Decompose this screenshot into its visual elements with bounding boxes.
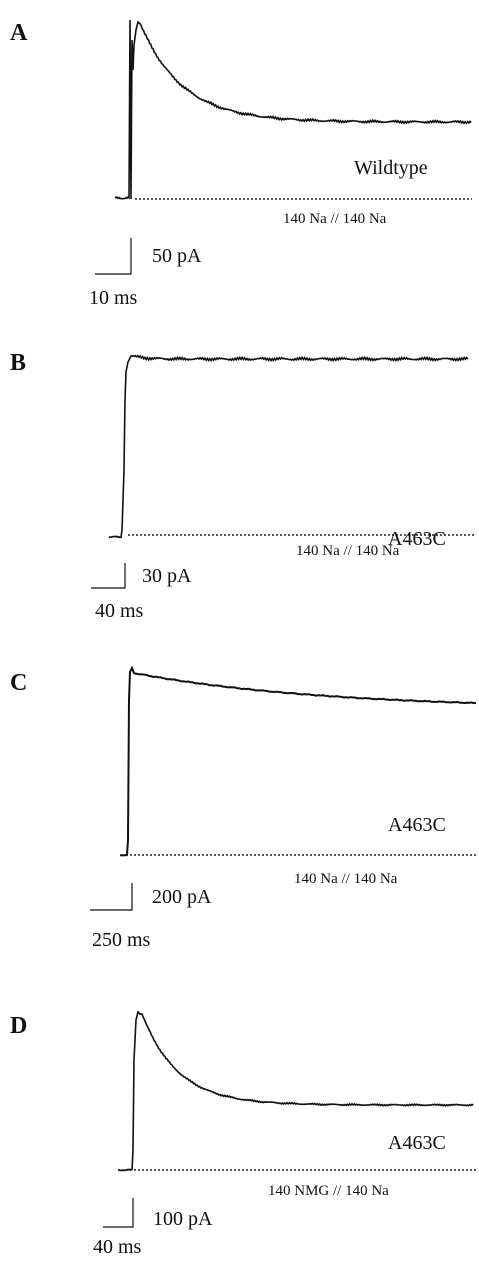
panel-c: C A463C 140 Na // 140 Na 200 pA 250 ms — [10, 665, 477, 951]
current-trace — [108, 354, 469, 539]
scale-time-label: 40 ms — [93, 1236, 142, 1258]
scale-time-label: 10 ms — [89, 287, 138, 309]
scale-bar — [95, 238, 132, 275]
panel-a: A Wildtype 140 Na // 140 Na 50 pA 10 ms — [0, 0, 479, 320]
scale-time-label: 40 ms — [95, 600, 144, 622]
construct-label: A463C — [388, 814, 446, 836]
construct-label: Wildtype — [354, 157, 428, 179]
panel-label: C — [10, 670, 28, 696]
solution-label: 140 Na // 140 Na — [296, 543, 400, 559]
panel-label: D — [10, 1013, 28, 1039]
solution-label: 140 Na // 140 Na — [283, 211, 387, 227]
scale-time-label: 250 ms — [92, 929, 151, 951]
construct-label: A463C — [388, 528, 446, 550]
solution-label: 140 Na // 140 Na — [294, 871, 398, 887]
scale-bar — [103, 1198, 134, 1228]
construct-label: A463C — [388, 1132, 446, 1154]
scale-bar — [90, 883, 133, 911]
scale-current-label: 100 pA — [153, 1208, 213, 1230]
scale-bar — [91, 563, 126, 589]
panel-b: B A463C 140 Na // 140 Na 30 pA 40 ms — [10, 350, 475, 622]
current-trace — [114, 19, 472, 200]
scale-current-label: 30 pA — [142, 565, 192, 587]
current-trace — [117, 1010, 474, 1172]
panel-label: A — [10, 20, 28, 46]
current-trace-plot — [95, 19, 472, 275]
scale-current-label: 200 pA — [152, 886, 212, 908]
current-trace — [119, 665, 477, 857]
scale-current-label: 50 pA — [152, 245, 202, 267]
current-trace-plot — [90, 665, 477, 911]
current-trace-plot — [91, 354, 475, 589]
panel-label: B — [10, 350, 27, 376]
solution-label: 140 NMG // 140 Na — [268, 1183, 389, 1199]
